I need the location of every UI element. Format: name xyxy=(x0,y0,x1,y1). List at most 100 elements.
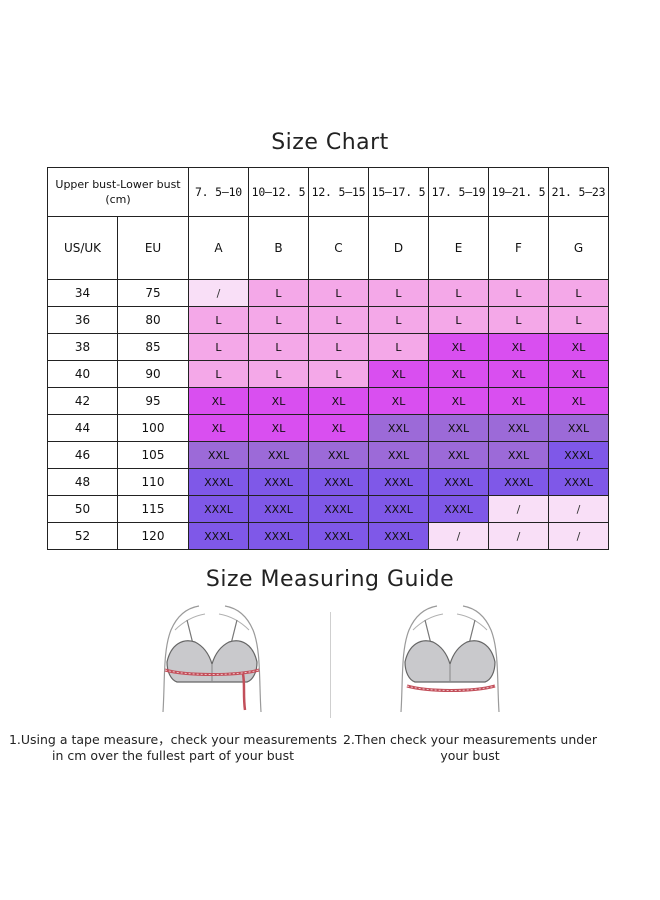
usuk-cell: 40 xyxy=(47,360,118,388)
size-cell: L xyxy=(308,360,369,388)
size-cell: XXXL xyxy=(428,495,489,523)
measuring-step-2: 2.Then check your measurements under you… xyxy=(342,732,598,763)
underbust-measurement-illustration xyxy=(400,605,500,713)
usuk-cell: 48 xyxy=(47,468,118,496)
size-table-body: 34 75/L L L L L L 36 80 L L L L L L L 38 85 L L L L XL XL XL 40 90… xyxy=(47,279,609,550)
cup-header: F xyxy=(488,216,549,280)
eu-cell: 90 xyxy=(117,360,189,388)
eu-cell: 80 xyxy=(117,306,189,334)
usuk-cell: 34 xyxy=(47,279,118,307)
size-cell: XXXL xyxy=(188,495,249,523)
size-cell: L xyxy=(308,279,369,307)
eu-header: EU xyxy=(117,216,189,280)
cup-header: B xyxy=(248,216,309,280)
size-cell: L xyxy=(428,306,489,334)
size-cell: XXXL xyxy=(188,468,249,496)
size-cell: / xyxy=(488,495,549,523)
size-cell: XXXL xyxy=(248,468,309,496)
size-cell: L xyxy=(548,306,609,334)
size-cell: L xyxy=(428,279,489,307)
cup-header: E xyxy=(428,216,489,280)
cup-header: C xyxy=(308,216,369,280)
table-row: 46 105 XXL XXL XXL XXL XXL XXL XXXL xyxy=(47,441,609,469)
size-chart-table: Upper bust-Lower bust (cm) 7. 5–10 10–12… xyxy=(47,167,609,550)
table-row: 52 120 XXXL XXXL XXXL XXXL / / / xyxy=(47,522,609,550)
size-cell: L xyxy=(368,306,429,334)
cup-header: A xyxy=(188,216,249,280)
range-header: 19–21. 5 xyxy=(488,167,549,217)
cup-header: G xyxy=(548,216,609,280)
size-cell: XXL xyxy=(188,441,249,469)
size-cell: L xyxy=(188,333,249,361)
size-cell: / xyxy=(548,495,609,523)
size-cell: L xyxy=(248,333,309,361)
size-cell: XXXL xyxy=(308,495,369,523)
size-cell: XXXL xyxy=(248,495,309,523)
size-cell: XL xyxy=(488,387,549,415)
usuk-cell: 50 xyxy=(47,495,118,523)
size-chart-title: Size Chart xyxy=(271,130,389,155)
eu-cell: 120 xyxy=(117,522,189,550)
size-cell: L xyxy=(188,360,249,388)
size-cell: XXXL xyxy=(368,522,429,550)
size-cell: XXXL xyxy=(368,495,429,523)
measuring-guide-title: Size Measuring Guide xyxy=(205,567,455,592)
cup-header: D xyxy=(368,216,429,280)
size-cell: XXL xyxy=(248,441,309,469)
range-header: 10–12. 5 xyxy=(248,167,309,217)
size-cell: / xyxy=(188,279,249,307)
eu-cell: 85 xyxy=(117,333,189,361)
range-header: 12. 5–15 xyxy=(308,167,369,217)
range-header: 7. 5–10 xyxy=(188,167,249,217)
size-cell: XXXL xyxy=(368,468,429,496)
table-row: 36 80 L L L L L L L xyxy=(47,306,609,334)
size-cell: XL xyxy=(488,360,549,388)
table-row: 42 95 XL XL XL XL XL XL XL xyxy=(47,387,609,415)
size-cell: XL xyxy=(548,387,609,415)
usuk-header: US/UK xyxy=(47,216,118,280)
size-cell: XXL xyxy=(548,414,609,442)
table-row: 40 90 L L L XL XL XL XL xyxy=(47,360,609,388)
size-cell: XL xyxy=(308,414,369,442)
range-header: 21. 5–23 xyxy=(548,167,609,217)
size-cell: XL xyxy=(248,387,309,415)
size-cell: L xyxy=(248,306,309,334)
size-cell: XXXL xyxy=(488,468,549,496)
size-cell: XL xyxy=(188,387,249,415)
usuk-cell: 44 xyxy=(47,414,118,442)
size-cell: XXL xyxy=(308,441,369,469)
size-cell: XL xyxy=(548,333,609,361)
table-row: 50 115 XXXL XXXL XXXL XXXL XXXL / / xyxy=(47,495,609,523)
size-cell: L xyxy=(488,279,549,307)
size-cell: XL xyxy=(488,333,549,361)
eu-cell: 100 xyxy=(117,414,189,442)
eu-cell: 115 xyxy=(117,495,189,523)
size-cell: L xyxy=(248,279,309,307)
table-row: 34 75/L L L L L L xyxy=(47,279,609,307)
eu-cell: 95 xyxy=(117,387,189,415)
size-cell: L xyxy=(368,279,429,307)
usuk-cell: 38 xyxy=(47,333,118,361)
eu-cell: 75 xyxy=(117,279,189,307)
table-row: 48 110 XXXL XXXL XXXL XXXL XXXL XXXL XXXL xyxy=(47,468,609,496)
size-cell: XXL xyxy=(428,441,489,469)
table-row: 38 85 L L L L XL XL XL xyxy=(47,333,609,361)
eu-cell: 105 xyxy=(117,441,189,469)
size-cell: XXL xyxy=(368,414,429,442)
usuk-cell: 36 xyxy=(47,306,118,334)
size-cell: XXXL xyxy=(548,441,609,469)
size-cell: XL xyxy=(428,387,489,415)
size-cell: / xyxy=(488,522,549,550)
size-cell: L xyxy=(308,333,369,361)
size-cell: / xyxy=(428,522,489,550)
size-cell: XXXL xyxy=(248,522,309,550)
usuk-cell: 46 xyxy=(47,441,118,469)
range-header-row: Upper bust-Lower bust (cm) 7. 5–10 10–12… xyxy=(47,167,609,217)
size-cell: XXXL xyxy=(428,468,489,496)
size-cell: L xyxy=(368,333,429,361)
size-cell: XXL xyxy=(368,441,429,469)
size-cell: L xyxy=(188,306,249,334)
measuring-step-1: 1.Using a tape measure，check your measur… xyxy=(8,732,338,763)
size-cell: XL xyxy=(428,360,489,388)
size-cell: XXXL xyxy=(188,522,249,550)
